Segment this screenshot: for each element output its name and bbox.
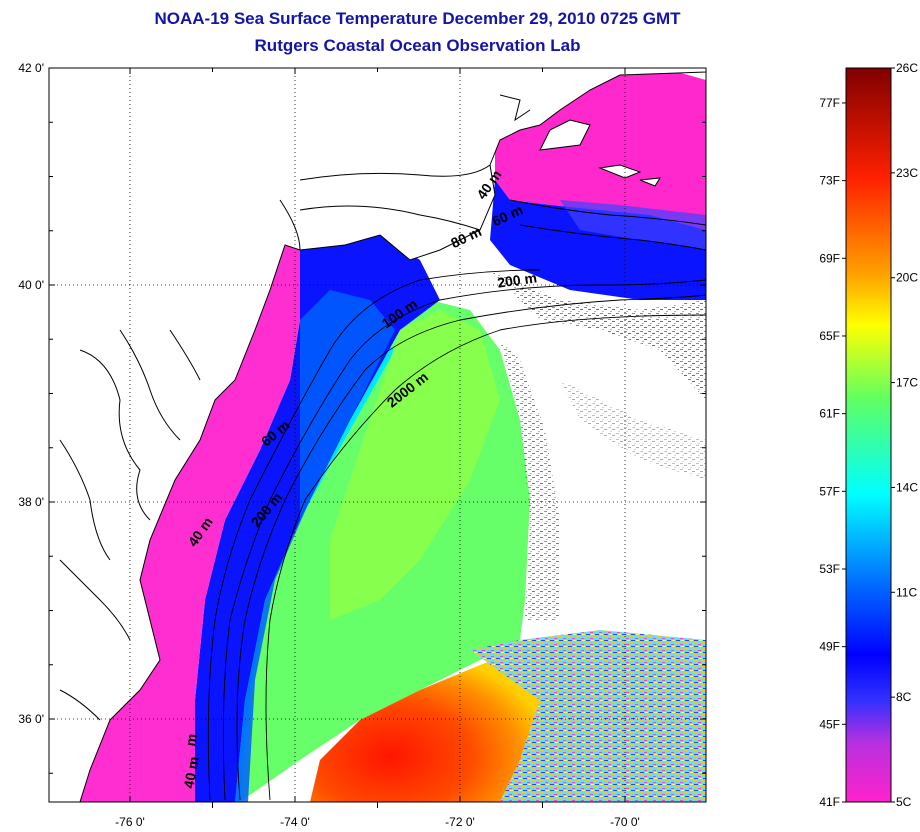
fahrenheit-label: 69F	[819, 251, 840, 265]
fahrenheit-label: 41F	[819, 795, 840, 809]
celsius-label: 23C	[896, 166, 918, 180]
fahrenheit-label: 61F	[819, 407, 840, 421]
celsius-label: 26C	[896, 61, 918, 75]
sst-imagery	[80, 70, 706, 802]
fahrenheit-label: 73F	[819, 174, 840, 188]
colorbar-labels: 26C 23C 20C 17C 14C 11C 8C 5C 77F 73F 69F 65F 61F 57F…	[819, 61, 918, 809]
fahrenheit-label: 77F	[819, 96, 840, 110]
isobaths	[207, 199, 706, 801]
lon-label: -74 0'	[280, 815, 310, 829]
fahrenheit-label: 57F	[819, 484, 840, 498]
fahrenheit-label: 49F	[819, 640, 840, 654]
map-title: NOAA-19 Sea Surface Temperature December…	[154, 9, 681, 28]
isobath-label: 200 m	[496, 269, 538, 290]
fahrenheit-label: 65F	[819, 329, 840, 343]
lat-label: 42 0'	[18, 61, 44, 75]
land	[49, 68, 706, 802]
lon-label: -72 0'	[445, 815, 475, 829]
celsius-label: 8C	[896, 690, 912, 704]
fahrenheit-label: 53F	[819, 562, 840, 576]
temperature-colorbar	[845, 67, 892, 803]
celsius-label: 5C	[896, 795, 912, 809]
lat-label: 40 0'	[18, 278, 44, 292]
isobath-label: m	[182, 732, 200, 747]
fahrenheit-label: 45F	[819, 717, 840, 731]
celsius-label: 11C	[896, 585, 917, 599]
lat-label: 36 0'	[18, 712, 44, 726]
celsius-label: 17C	[896, 376, 918, 390]
lon-label: -70 0'	[610, 815, 640, 829]
graticule: 42 0' 40 0' 38 0' 36 0' -76 0' -74 0' -72 0' -7…	[18, 61, 706, 829]
lat-label: 38 0'	[18, 495, 44, 509]
celsius-label: 20C	[896, 271, 918, 285]
celsius-label: 14C	[896, 480, 918, 494]
isobath-label: 40 m	[180, 755, 201, 789]
lon-label: -76 0'	[115, 815, 145, 829]
map-subtitle: Rutgers Coastal Ocean Observation Lab	[254, 36, 581, 55]
